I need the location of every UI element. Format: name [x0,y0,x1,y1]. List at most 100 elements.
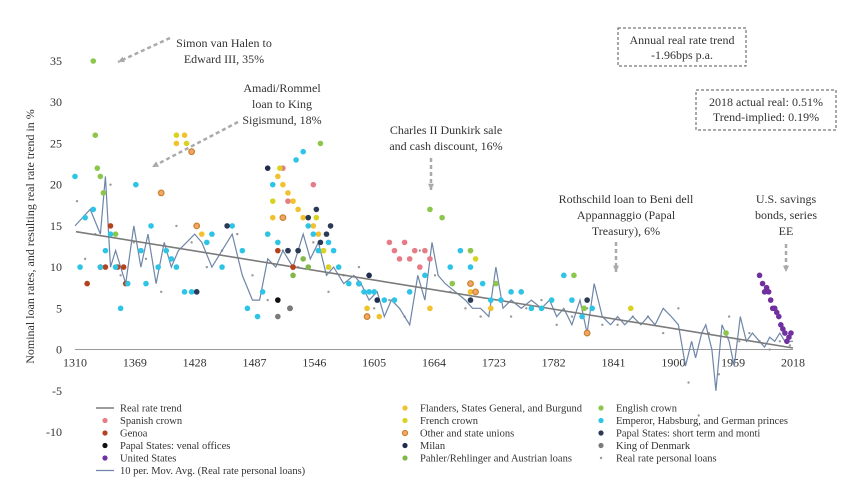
personal-loan-point [109,183,112,186]
legend-label: Emperor, Habsburg, and German princes [616,416,788,427]
emperor-habsburg-and-german-princes-point [204,239,210,246]
flanders-states-general-and-burgund-point [269,214,276,221]
x-tick-label: 1605 [362,356,386,370]
legend-swatch [598,430,604,436]
papal-states-short-term-and-monti-point [313,206,320,213]
spanish-crown-point [396,256,403,262]
emperor-habsburg-and-german-princes-point [371,289,377,295]
spanish-crown-point [406,256,413,262]
personal-loan-point [525,307,528,310]
emperor-habsburg-and-german-princes-point [366,289,372,295]
legend-label: Papal States: short term and monti [616,429,760,440]
annotation-charles: Charles II Dunkirk sale [390,123,502,137]
pahler-rehlinger-and-austrian-loans-point [290,272,296,279]
pahler-rehlinger-and-austrian-loans-point [305,264,312,270]
annotation-us_bonds: EE [779,224,794,238]
papal-states-short-term-and-monti-point [193,289,200,295]
emperor-habsburg-and-german-princes-point [90,206,97,213]
emperor-habsburg-and-german-princes-point [117,305,124,312]
flanders-states-general-and-burgund-point [295,206,301,213]
flanders-states-general-and-burgund-point [467,289,474,295]
emperor-habsburg-and-german-princes-point [148,223,154,229]
emperor-habsburg-and-german-princes-point [133,181,139,188]
annotation-rothschild: Rothschild loan to Beni dell [559,192,694,206]
annotation-charles: and cash discount, 16% [389,139,502,153]
emperor-habsburg-and-german-princes-point [579,313,585,320]
flanders-states-general-and-burgund-point [376,313,383,320]
emperor-habsburg-and-german-princes-point [447,264,454,270]
english-crown-point [581,305,587,312]
spanish-crown-point [285,198,291,204]
personal-loan-point [479,315,482,318]
emperor-habsburg-and-german-princes-point [181,289,188,295]
legend-label: 10 per. Mov. Avg. (Real rate personal lo… [120,466,306,477]
x-tick-label: 1310 [63,356,87,370]
emperor-habsburg-and-german-princes-point [508,289,514,295]
papal-states-short-term-and-monti-point [295,247,301,254]
legend-swatch [402,417,408,424]
genoa-point [84,280,90,287]
legend-swatch [402,455,408,461]
emperor-habsburg-and-german-princes-point [259,289,266,295]
legend-label: English crown [616,404,678,415]
emperor-habsburg-and-german-princes-point [305,223,312,229]
x-tick-label: 1782 [542,356,566,370]
french-crown-point [627,305,634,312]
y-tick-label: 15 [50,219,62,233]
pahler-rehlinger-and-austrian-loans-point [300,256,306,262]
personal-loan-point [418,249,422,252]
emperor-habsburg-and-german-princes-point [518,289,525,295]
legend-swatch [102,430,108,436]
spanish-crown-point [422,247,428,254]
french-crown-point [173,132,180,138]
emperor-habsburg-and-german-princes-point [498,297,504,303]
legend-label: Genoa [120,429,148,440]
united-states-point [765,289,772,295]
emperor-habsburg-and-german-princes-point [381,297,388,303]
annotation-rothschild: Treasury), 6% [592,224,660,238]
emperor-habsburg-and-german-princes-point [275,239,281,246]
personal-loan-point [509,315,513,318]
spanish-crown-point [417,264,423,270]
y-tick-label: 0 [56,343,62,357]
personal-loan-point [540,298,543,302]
flanders-states-general-and-burgund-point [315,231,322,237]
spanish-crown-point [401,239,408,246]
english-crown-point [449,280,456,287]
other-and-state-unions-point [193,222,201,230]
legend-swatch [102,417,108,424]
x-tick-label: 1841 [602,356,626,370]
king-of-denmark-point [275,313,281,320]
emperor-habsburg-and-german-princes-point [406,289,413,295]
other-and-state-unions-point [363,313,371,320]
personal-loan-point [312,241,315,244]
annotation-rothschild: Appannaggio (Papal [577,208,676,222]
legend-swatch [402,405,408,411]
milan-point [366,272,372,279]
y-tick-label: 35 [50,54,62,68]
emperor-habsburg-and-german-princes-point [269,181,276,188]
emperor-habsburg-and-german-princes-point [239,247,246,254]
genoa-point [120,264,127,270]
other-and-state-unions-point [467,280,474,288]
english-crown-point [427,206,433,213]
papal-states-short-term-and-monti-point [467,297,474,303]
emperor-habsburg-and-german-princes-point [467,264,474,270]
annotation-arrowhead-charles [427,183,435,190]
emperor-habsburg-and-german-princes-point [487,297,494,303]
personal-loan-point [677,307,680,310]
annotation-box_trend: Annual real rate trend [630,33,735,47]
personal-loan-point [738,340,741,343]
other-and-state-unions-point [157,189,165,197]
united-states-point [776,313,782,320]
personal-loan-point [788,344,792,347]
annotation-halen: Simon van Halen to [176,36,272,50]
y-tick-label: 10 [50,260,62,274]
emperor-habsburg-and-german-princes-point [528,305,535,312]
french-crown-point [277,165,283,171]
emperor-habsburg-and-german-princes-point [479,280,486,287]
personal-loan-point [570,315,574,318]
annotation-arrow-halen [117,36,171,64]
english-crown-point [100,190,107,196]
annotation-amadi: loan to King [252,97,312,111]
